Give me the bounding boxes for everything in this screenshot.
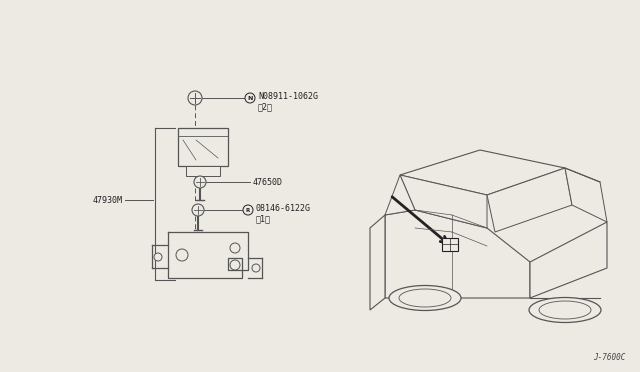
Circle shape bbox=[243, 205, 253, 215]
Text: N: N bbox=[247, 96, 253, 100]
Ellipse shape bbox=[389, 285, 461, 311]
Ellipse shape bbox=[539, 301, 591, 319]
Polygon shape bbox=[487, 168, 572, 232]
Text: R: R bbox=[246, 208, 250, 212]
Polygon shape bbox=[400, 150, 565, 195]
Ellipse shape bbox=[399, 289, 451, 307]
Text: （2）: （2） bbox=[258, 103, 273, 112]
Circle shape bbox=[245, 93, 255, 103]
Bar bbox=[442, 238, 458, 251]
Polygon shape bbox=[530, 222, 607, 298]
Circle shape bbox=[176, 249, 188, 261]
Circle shape bbox=[192, 204, 204, 216]
Text: J-7600C: J-7600C bbox=[593, 353, 625, 362]
Polygon shape bbox=[385, 210, 530, 298]
Text: 08146-6122G: 08146-6122G bbox=[256, 203, 311, 212]
Bar bbox=[186, 166, 220, 176]
Circle shape bbox=[230, 260, 240, 270]
Text: 47650D: 47650D bbox=[253, 177, 283, 186]
Bar bbox=[178, 128, 228, 166]
Ellipse shape bbox=[529, 298, 601, 323]
Text: （1）: （1） bbox=[256, 215, 271, 224]
Circle shape bbox=[194, 176, 206, 188]
Polygon shape bbox=[370, 215, 385, 310]
Text: N08911-1062G: N08911-1062G bbox=[258, 92, 318, 100]
Circle shape bbox=[252, 264, 260, 272]
Text: 47930M: 47930M bbox=[93, 196, 123, 205]
Circle shape bbox=[154, 253, 162, 261]
Circle shape bbox=[230, 243, 240, 253]
Polygon shape bbox=[385, 175, 415, 215]
Polygon shape bbox=[400, 175, 487, 228]
Polygon shape bbox=[565, 168, 607, 222]
Circle shape bbox=[188, 91, 202, 105]
